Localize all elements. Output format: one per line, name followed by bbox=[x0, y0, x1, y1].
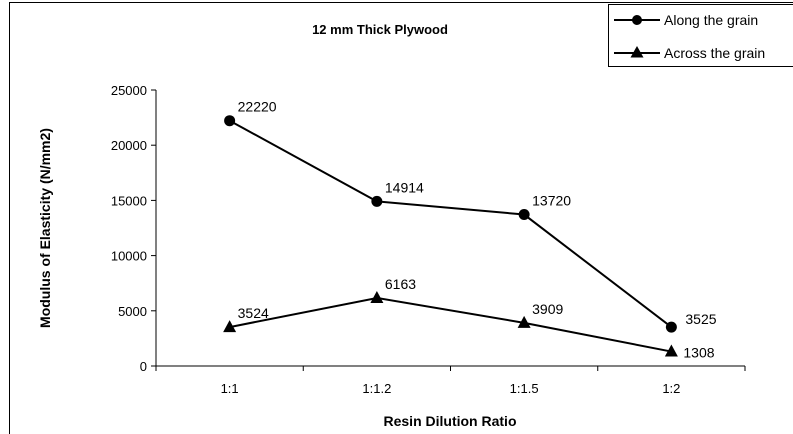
chart-border bbox=[9, 2, 793, 434]
x-tick-label: 1:1 bbox=[221, 381, 239, 396]
data-point bbox=[517, 315, 531, 328]
data-point bbox=[370, 290, 384, 303]
data-point bbox=[371, 195, 383, 207]
y-tick-label: 25000 bbox=[111, 83, 147, 98]
data-point bbox=[224, 115, 236, 127]
data-label: 22220 bbox=[238, 99, 277, 115]
x-tick-label: 1:1.5 bbox=[510, 381, 539, 396]
y-tick-label: 5000 bbox=[118, 304, 147, 319]
data-label: 13720 bbox=[532, 193, 571, 209]
data-label: 3525 bbox=[685, 311, 716, 327]
y-tick-label: 10000 bbox=[111, 249, 147, 264]
y-tick-label: 15000 bbox=[111, 193, 147, 208]
x-tick-label: 1:2 bbox=[662, 381, 680, 396]
chart-title: 12 mm Thick Plywood bbox=[312, 22, 448, 37]
data-label: 1308 bbox=[683, 345, 714, 361]
x-axis-label: Resin Dilution Ratio bbox=[384, 413, 517, 429]
y-ticks: 0 5000 10000 15000 20000 25000 bbox=[111, 83, 156, 374]
series-line-1 bbox=[229, 296, 672, 353]
legend-label-along: Along the grain bbox=[664, 12, 758, 28]
series-layer: 22220 14914 13720 3525 3524 6163 3909 1308 bbox=[223, 99, 717, 361]
data-label: 3909 bbox=[532, 301, 563, 317]
data-point bbox=[223, 320, 237, 333]
series-line-0 bbox=[229, 119, 672, 328]
data-point bbox=[664, 344, 678, 357]
legend-label-across: Across the grain bbox=[664, 45, 765, 61]
y-axis-label: Modulus of Elasticity (N/mm2) bbox=[37, 128, 53, 328]
data-label: 6163 bbox=[385, 276, 416, 292]
legend-marker-along bbox=[632, 15, 642, 25]
x-ticks: 1:1 1:1.2 1:1.5 1:2 bbox=[155, 366, 746, 396]
data-label: 3524 bbox=[238, 305, 269, 321]
x-tick-label: 1:1.2 bbox=[362, 381, 391, 396]
y-tick-label: 20000 bbox=[111, 138, 147, 153]
data-label: 14914 bbox=[385, 179, 424, 195]
y-tick-label: 0 bbox=[140, 359, 147, 374]
legend-marker-across bbox=[630, 46, 644, 58]
data-point bbox=[665, 321, 677, 333]
legend: Along the grain Across the grain bbox=[608, 4, 793, 67]
data-point bbox=[518, 209, 530, 221]
